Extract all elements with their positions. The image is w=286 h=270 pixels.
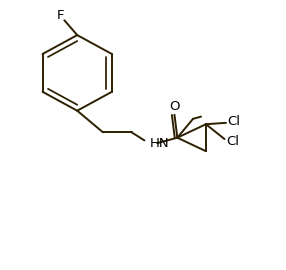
Text: F: F: [56, 9, 64, 22]
Text: Cl: Cl: [227, 115, 240, 128]
Text: Cl: Cl: [226, 135, 239, 148]
Text: HN: HN: [150, 137, 170, 150]
Text: O: O: [169, 100, 180, 113]
